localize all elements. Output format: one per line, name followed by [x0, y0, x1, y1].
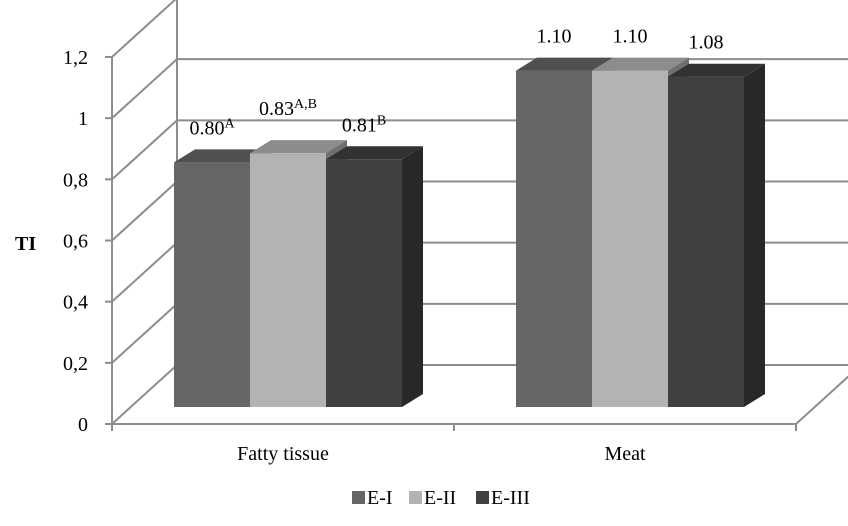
data-label: 0.80A	[189, 116, 235, 140]
data-label: 1.10	[613, 26, 648, 48]
bar	[174, 162, 250, 407]
y-tick-label: 0	[78, 414, 88, 436]
bar	[592, 70, 668, 407]
legend-swatch	[352, 491, 365, 504]
legend-swatch	[476, 491, 489, 504]
bar-top	[174, 149, 271, 163]
bar-top	[326, 146, 423, 160]
axes	[105, 0, 848, 431]
bar	[326, 159, 402, 407]
bar-top	[516, 57, 613, 71]
data-label-superscript: A,B	[294, 97, 317, 112]
bar-top	[250, 140, 347, 154]
y-axis-title: TI	[15, 233, 36, 255]
data-label: 1.10	[537, 26, 572, 48]
y-tick-labels: 0 0,2 0,4 0,6 0,8 1 1,2	[63, 47, 88, 436]
legend-label: E-I	[367, 487, 393, 509]
data-label: 1.08	[689, 32, 724, 54]
bar	[250, 153, 326, 407]
bars	[174, 57, 765, 408]
y-tick-label: 1	[78, 108, 88, 130]
x-tick-label: Meat	[604, 443, 646, 465]
data-label-superscript: A	[224, 116, 235, 131]
data-label: 0.83A,B	[259, 97, 317, 121]
bar-top	[592, 57, 689, 71]
data-label-superscript: B	[377, 113, 386, 128]
legend-swatch	[409, 491, 422, 504]
x-tick-labels: Fatty tissue Meat	[237, 443, 646, 465]
legend: E-I E-II E-III	[352, 487, 530, 509]
y-tick-label: 0,6	[63, 231, 88, 253]
legend-label: E-II	[424, 487, 456, 509]
bar-top	[668, 63, 765, 77]
x-tick-label: Fatty tissue	[237, 443, 329, 465]
y-tick-label: 1,2	[63, 47, 88, 69]
bar-side	[402, 146, 423, 407]
data-label: 0.81B	[342, 113, 386, 137]
y-tick-label: 0,8	[63, 169, 88, 191]
data-labels: 0.80A 0.83A,B 0.81B 1.10 1.10 1.08	[189, 26, 723, 140]
bar	[516, 70, 592, 407]
y-tick-label: 0,4	[63, 292, 88, 314]
gridline	[111, 0, 177, 58]
bar	[668, 76, 744, 407]
y-tick-label: 0,2	[63, 353, 88, 375]
legend-label: E-III	[491, 487, 530, 509]
bar-side	[744, 63, 765, 407]
